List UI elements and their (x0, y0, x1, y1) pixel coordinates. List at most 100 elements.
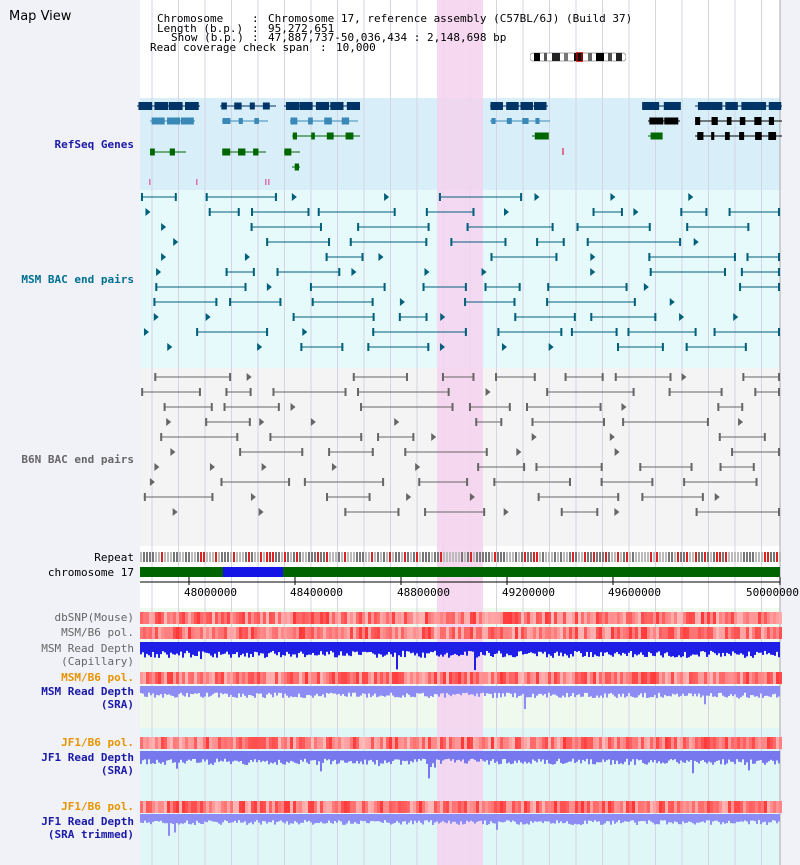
track-label-repeat[interactable]: Repeat (94, 551, 134, 564)
depth-bar (372, 751, 374, 762)
repeat-mark (404, 552, 406, 562)
depth-bar (778, 751, 780, 764)
heat-cell (227, 627, 230, 639)
heat-cell (365, 612, 368, 624)
repeat-mark (416, 552, 418, 562)
depth-bar (336, 686, 338, 695)
heat-cell (518, 801, 521, 813)
track-label-jf1-b6-pol[interactable]: JF1/B6 pol. (61, 736, 134, 749)
heat-cell (251, 612, 254, 624)
depth-bar (756, 751, 758, 761)
heat-cell (611, 737, 614, 749)
bac-pair-end (625, 283, 628, 291)
heat-cell (287, 737, 290, 749)
heat-cell (590, 737, 593, 749)
track-label-msm-read-depth-capillary[interactable]: MSM Read Depth (41, 642, 134, 655)
heat-cell (584, 801, 587, 813)
heat-cell (647, 612, 650, 624)
depth-bar (224, 642, 226, 654)
heat-cell (419, 627, 422, 639)
depth-bar (554, 686, 556, 695)
heat-cell (341, 627, 344, 639)
track-label-jf1-read-depth-trimmed[interactable]: JF1 Read Depth (41, 815, 134, 828)
track-label-refseq-genes[interactable]: RefSeq Genes (54, 138, 134, 151)
heat-cell (242, 627, 245, 639)
depth-bar (152, 642, 154, 652)
heat-cell (527, 672, 530, 684)
depth-bar (480, 751, 482, 759)
bac-pair-end (754, 388, 757, 396)
heat-cell (413, 612, 416, 624)
depth-bar (284, 751, 286, 765)
bac-pair-end (586, 238, 589, 246)
heat-cell (617, 801, 620, 813)
depth-bar (634, 814, 636, 823)
heat-cell (662, 737, 665, 749)
bac-pair-end (259, 418, 265, 426)
track-label-chromosome[interactable]: chromosome 17 (47, 566, 134, 579)
depth-bar (718, 686, 720, 693)
track-label-msm-read-depth-sra[interactable]: MSM Read Depth (41, 685, 134, 698)
heat-cell (512, 801, 515, 813)
heat-cell (305, 612, 308, 624)
depth-bar (150, 686, 152, 696)
depth-bar (538, 751, 540, 759)
depth-bar (190, 642, 192, 658)
bac-pair-end (382, 478, 385, 486)
heat-cell (356, 737, 359, 749)
heat-cell (674, 627, 677, 639)
track-label-msm-b6-pol-sra[interactable]: MSM/B6 pol. (61, 671, 134, 684)
depth-bar (666, 686, 668, 697)
track-label-msm-read-depth-capillary-sub: (Capillary) (61, 655, 134, 668)
heat-cell (305, 672, 308, 684)
track-label-msm-b6-pol[interactable]: MSM/B6 pol. (61, 626, 134, 639)
repeat-mark (710, 552, 712, 562)
heat-cell (170, 801, 173, 813)
track-label-msm-bac-end-pairs[interactable]: MSM BAC end pairs (21, 273, 134, 286)
heat-cell (416, 612, 419, 624)
depth-bar (326, 751, 328, 761)
heat-cell (497, 627, 500, 639)
depth-bar (450, 751, 452, 761)
depth-bar (310, 686, 312, 696)
bac-pair-end (210, 403, 213, 411)
heat-cell (230, 612, 233, 624)
depth-bar (704, 642, 706, 653)
repeat-mark (500, 552, 502, 562)
chromosome-ideogram[interactable] (530, 52, 626, 62)
depth-bar (660, 686, 662, 697)
depth-bar (426, 642, 428, 654)
depth-bar (220, 814, 222, 825)
depth-bar (212, 814, 214, 822)
track-label-b6n-bac-end-pairs[interactable]: B6N BAC end pairs (21, 453, 134, 466)
track-label-dbsnp[interactable]: dbSNP(Mouse) (54, 611, 134, 624)
bac-pair-end (153, 313, 159, 321)
heat-cell (386, 627, 389, 639)
heat-cell (524, 737, 527, 749)
depth-bar (652, 814, 654, 823)
heat-cell (383, 612, 386, 624)
heat-cell (683, 627, 686, 639)
heat-cell (509, 612, 512, 624)
heat-cell (350, 612, 353, 624)
bac-pair-end (438, 193, 441, 201)
heat-cell (707, 612, 710, 624)
gene-exon (768, 132, 777, 140)
track-label-jf1-read-depth-sra[interactable]: JF1 Read Depth (41, 751, 134, 764)
heat-cell (245, 627, 248, 639)
depth-bar (546, 814, 548, 822)
track-label-jf1-b6-pol-2[interactable]: JF1/B6 pol. (61, 800, 134, 813)
heat-cell (386, 612, 389, 624)
depth-bar (202, 642, 204, 652)
depth-bar (240, 642, 242, 656)
depth-bar (140, 814, 142, 823)
heat-cell (371, 612, 374, 624)
depth-bar (668, 642, 670, 656)
heat-cell (212, 612, 215, 624)
heat-cell (653, 627, 656, 639)
heat-cell (767, 627, 770, 639)
heat-cell (221, 801, 224, 813)
depth-bar (294, 751, 296, 763)
depth-bar (700, 686, 702, 698)
